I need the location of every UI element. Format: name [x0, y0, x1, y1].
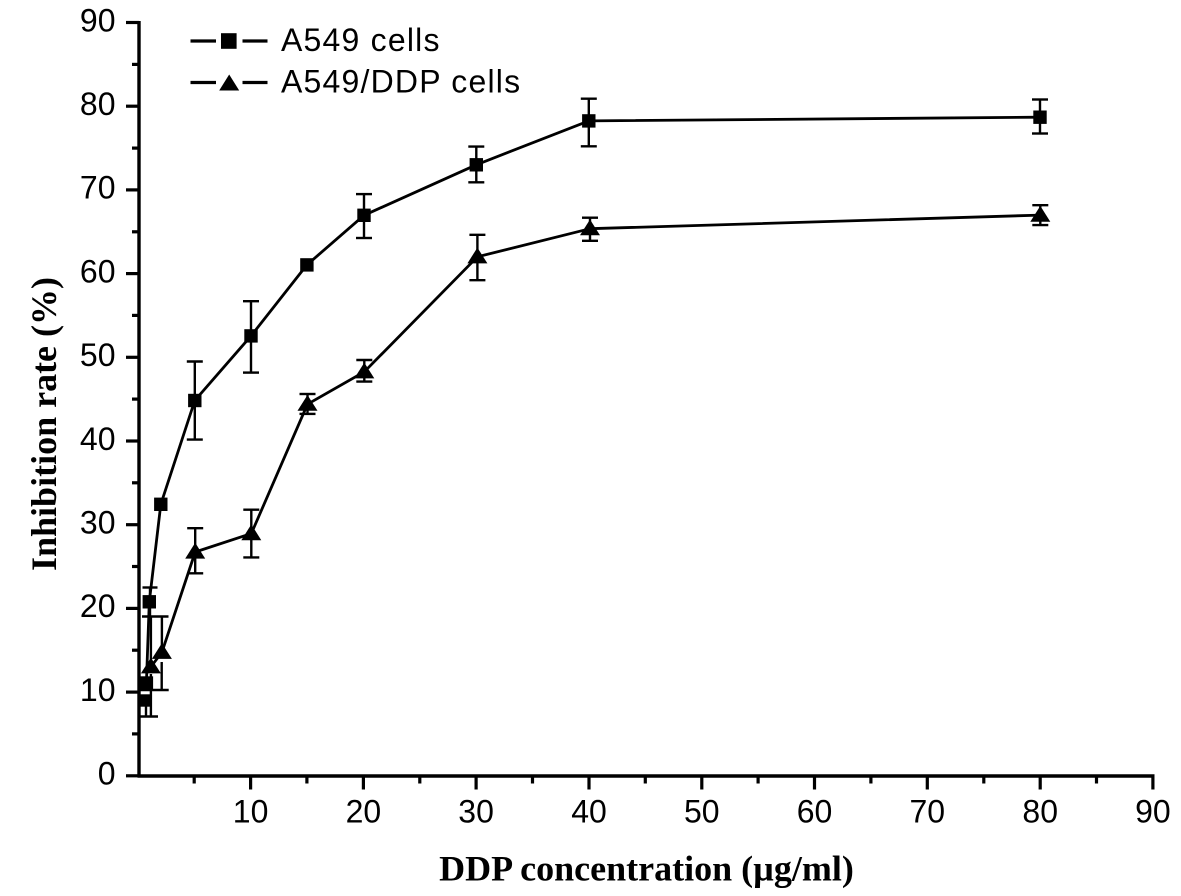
svg-text:A549/DDP cells: A549/DDP cells — [281, 64, 521, 100]
svg-text:90: 90 — [80, 2, 116, 38]
svg-text:30: 30 — [458, 794, 494, 830]
svg-text:20: 20 — [80, 588, 116, 624]
svg-text:50: 50 — [80, 337, 116, 373]
svg-text:DDP concentration (µg/ml): DDP concentration (µg/ml) — [439, 849, 854, 889]
svg-text:10: 10 — [80, 672, 116, 708]
svg-text:70: 70 — [910, 794, 946, 830]
svg-text:20: 20 — [346, 794, 382, 830]
svg-text:40: 40 — [80, 421, 116, 457]
svg-text:0: 0 — [98, 756, 116, 792]
svg-text:60: 60 — [80, 253, 116, 289]
svg-text:40: 40 — [571, 794, 607, 830]
svg-text:80: 80 — [80, 86, 116, 122]
svg-text:90: 90 — [1135, 794, 1171, 830]
svg-text:70: 70 — [80, 170, 116, 206]
svg-text:30: 30 — [80, 505, 116, 541]
svg-text:10: 10 — [233, 794, 269, 830]
svg-text:60: 60 — [797, 794, 833, 830]
svg-text:80: 80 — [1022, 794, 1058, 830]
svg-text:50: 50 — [684, 794, 720, 830]
svg-text:Inhibition rate (%): Inhibition rate (%) — [24, 277, 64, 571]
svg-text:A549 cells: A549 cells — [281, 22, 441, 58]
